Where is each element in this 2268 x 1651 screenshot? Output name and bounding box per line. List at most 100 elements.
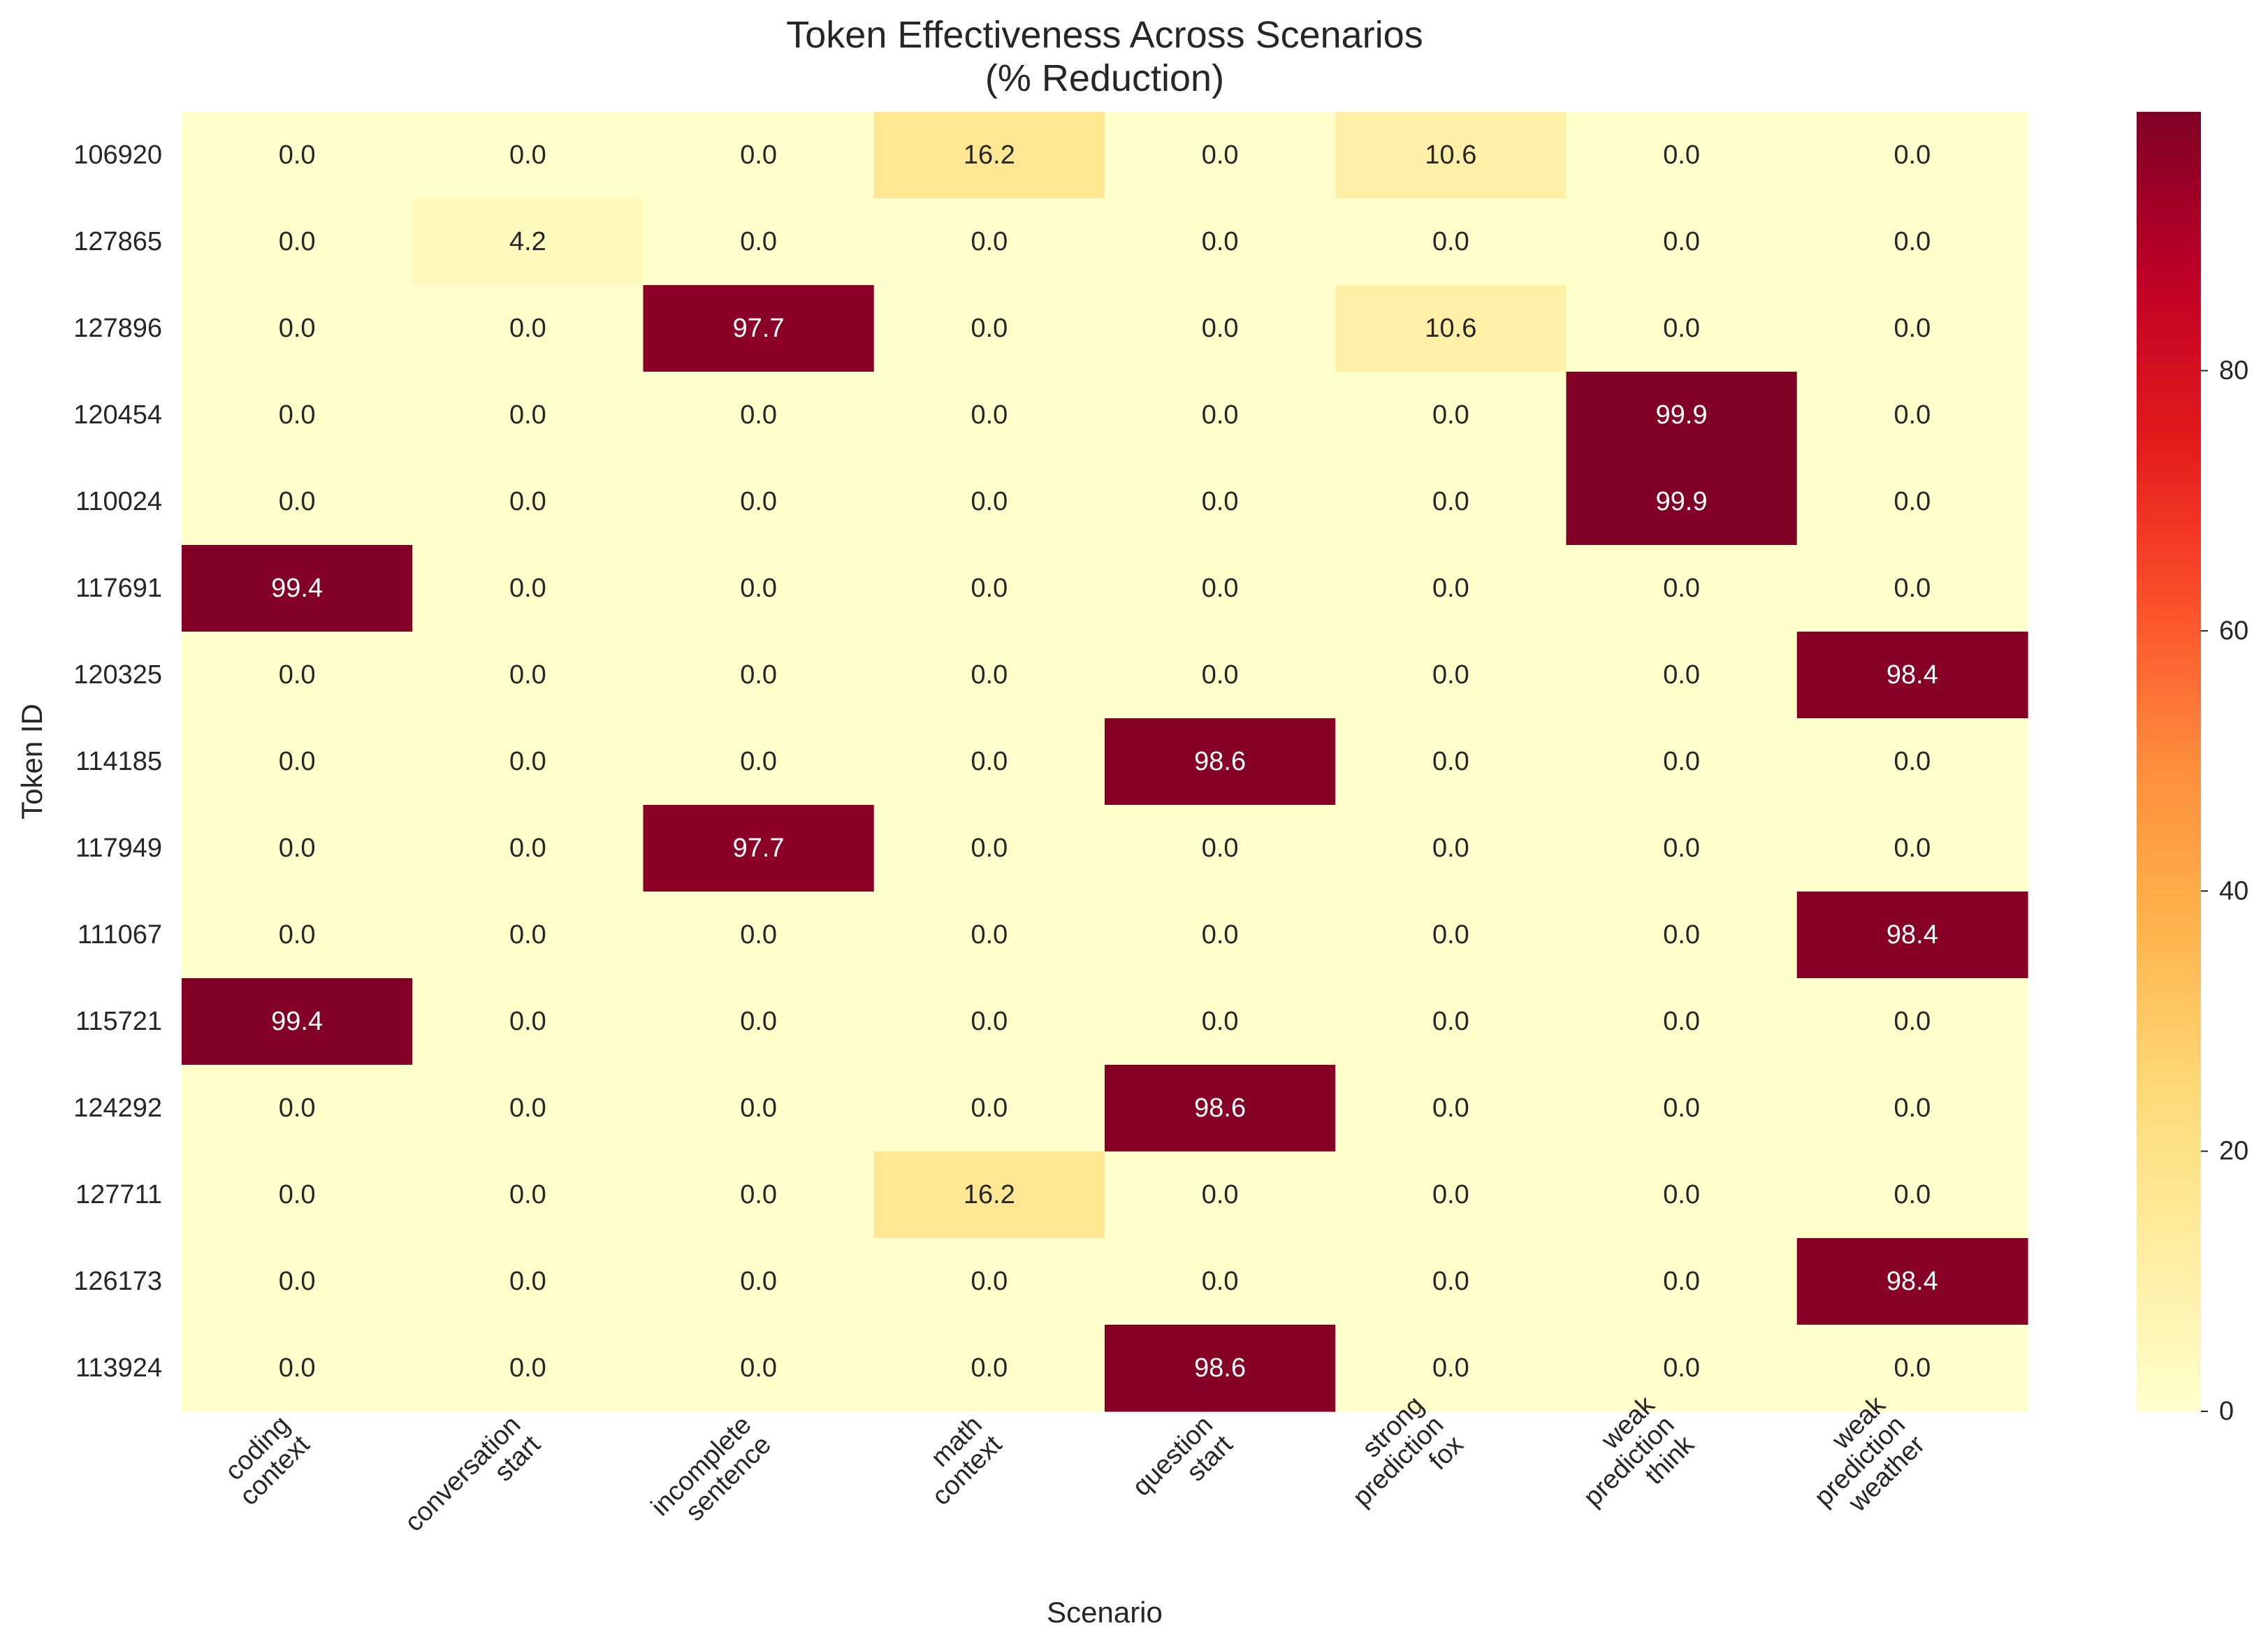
heatmap-cell — [873, 892, 1105, 979]
heatmap-cell — [1796, 198, 2028, 286]
heatmap-cell — [1566, 1238, 1798, 1325]
cell-value-label: 0.0 — [509, 660, 546, 690]
heatmap-cell — [643, 112, 875, 199]
heatmap-cell-labels: 0.0 0.0 0.0 16.2 0.0 10.6 0.0 0.0 0.0 4.2 0.0 0.0 0.… — [271, 140, 1938, 1383]
heatmap-cell — [1335, 805, 1567, 892]
heatmap-cell — [873, 632, 1105, 719]
y-tick-label: 126173 — [73, 1267, 162, 1296]
cell-value-label: 0.0 — [509, 1180, 546, 1209]
heatmap-cell — [873, 1151, 1105, 1239]
cell-value-label: 0.0 — [971, 834, 1008, 863]
heatmap-cell — [1796, 718, 2028, 806]
cell-value-label: 0.0 — [279, 920, 316, 950]
heatmap-cell — [182, 1151, 413, 1239]
heatmap-cell — [643, 198, 875, 286]
cell-value-label: 0.0 — [1663, 140, 1700, 170]
cell-value-label: 0.0 — [279, 314, 316, 343]
heatmap-cell — [873, 1325, 1105, 1412]
cell-value-label: 0.0 — [971, 920, 1008, 950]
cell-value-label: 0.0 — [1893, 140, 1931, 170]
cell-value-label: 0.0 — [509, 487, 546, 516]
cell-value-label: 0.0 — [971, 1267, 1008, 1296]
cell-value-label: 0.0 — [1202, 1180, 1239, 1209]
cell-value-label: 0.0 — [279, 747, 316, 776]
y-tick-label: 106920 — [73, 140, 162, 170]
heatmap-cell — [1796, 112, 2028, 199]
cell-value-label: 0.0 — [1663, 1180, 1700, 1209]
colorbar-tick-label: 40 — [2219, 876, 2248, 905]
heatmap-cell — [1105, 632, 1336, 719]
cell-value-label: 99.4 — [271, 1007, 323, 1036]
heatmap-cell — [182, 198, 413, 286]
cell-value-label: 0.0 — [279, 834, 316, 863]
heatmap-cell — [412, 545, 644, 632]
cell-value-label: 0.0 — [1893, 1180, 1931, 1209]
heatmap-cell — [1335, 1065, 1567, 1152]
heatmap-cell — [1796, 545, 2028, 632]
cell-value-label: 0.0 — [971, 1353, 1008, 1383]
heatmap-cell — [1566, 372, 1798, 459]
cell-value-label: 0.0 — [740, 227, 777, 256]
heatmap-cell — [1796, 632, 2028, 719]
heatmap-cell — [643, 718, 875, 806]
cell-value-label: 0.0 — [509, 1353, 546, 1383]
y-tick-label: 114185 — [75, 747, 162, 776]
heatmap-cell — [1335, 458, 1567, 546]
heatmap-cell — [1566, 892, 1798, 979]
cell-value-label: 0.0 — [1432, 1353, 1469, 1383]
cell-value-label: 0.0 — [1893, 834, 1931, 863]
cell-value-label: 0.0 — [1893, 574, 1931, 603]
colorbar: 0 20 40 60 80 — [2137, 112, 2248, 1426]
heatmap-cell — [1335, 285, 1567, 372]
heatmap-cell — [643, 978, 875, 1065]
heatmap-cell — [1105, 1325, 1336, 1412]
heatmap-cell — [873, 112, 1105, 199]
cell-value-label: 0.0 — [1432, 400, 1469, 430]
heatmap-cell — [1566, 632, 1798, 719]
heatmap-cell — [1796, 978, 2028, 1065]
cell-value-label: 0.0 — [1432, 747, 1469, 776]
heatmap-cell — [1566, 545, 1798, 632]
heatmap-cell — [412, 1151, 644, 1239]
cell-value-label: 0.0 — [971, 747, 1008, 776]
cell-value-label: 0.0 — [740, 1267, 777, 1296]
heatmap-cell — [182, 112, 413, 199]
cell-value-label: 0.0 — [1432, 227, 1469, 256]
cell-value-label: 0.0 — [1893, 400, 1931, 430]
heatmap-cell — [412, 285, 644, 372]
heatmap-cell — [873, 198, 1105, 286]
heatmap-cells — [182, 112, 2028, 1412]
heatmap-cell — [643, 892, 875, 979]
cell-value-label: 0.0 — [740, 747, 777, 776]
cell-value-label: 98.6 — [1194, 1353, 1246, 1383]
cell-value-label: 0.0 — [1663, 574, 1700, 603]
heatmap-cell — [1335, 1151, 1567, 1239]
heatmap-cell — [873, 1065, 1105, 1152]
y-tick-label: 120454 — [73, 400, 162, 430]
y-tick-label: 127896 — [73, 314, 162, 343]
heatmap-cell — [1796, 1325, 2028, 1412]
heatmap-cell — [412, 718, 644, 806]
cell-value-label: 98.4 — [1887, 660, 1938, 690]
heatmap-cell — [1335, 718, 1567, 806]
cell-value-label: 0.0 — [1202, 140, 1239, 170]
heatmap-cell — [412, 1325, 644, 1412]
cell-value-label: 0.0 — [1202, 1007, 1239, 1036]
cell-value-label: 0.0 — [1432, 834, 1469, 863]
cell-value-label: 0.0 — [740, 1353, 777, 1383]
cell-value-label: 0.0 — [509, 834, 546, 863]
cell-value-label: 0.0 — [740, 1007, 777, 1036]
cell-value-label: 0.0 — [1202, 920, 1239, 950]
cell-value-label: 0.0 — [279, 400, 316, 430]
cell-value-label: 0.0 — [971, 400, 1008, 430]
cell-value-label: 0.0 — [1202, 227, 1239, 256]
heatmap-cell — [1335, 198, 1567, 286]
cell-value-label: 0.0 — [1893, 1353, 1931, 1383]
heatmap-cell — [182, 285, 413, 372]
heatmap-cell — [182, 1325, 413, 1412]
cell-value-label: 0.0 — [509, 400, 546, 430]
heatmap-cell — [873, 1238, 1105, 1325]
heatmap-cell — [873, 372, 1105, 459]
cell-value-label: 0.0 — [1663, 1007, 1700, 1036]
